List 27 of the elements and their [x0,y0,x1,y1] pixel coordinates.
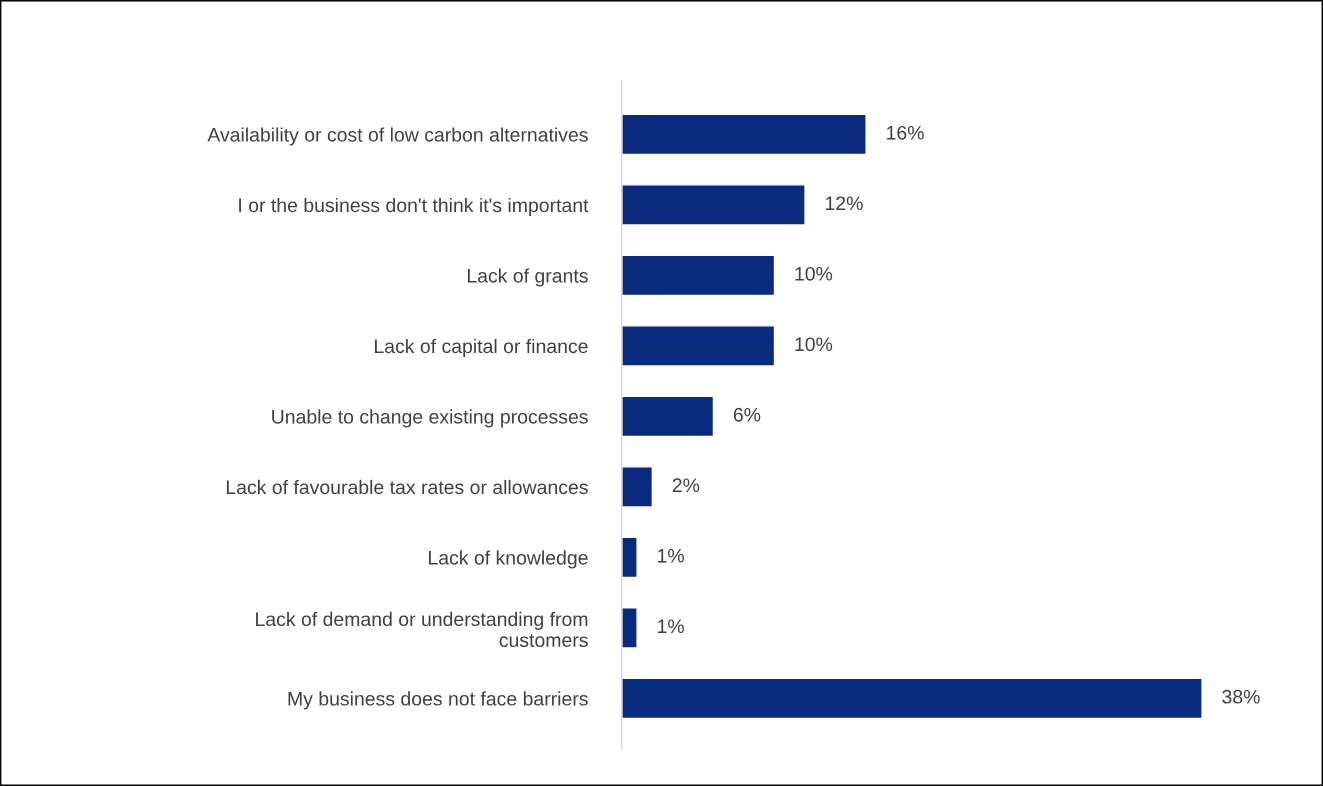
data-label: 1% [658,619,684,634]
bar [621,536,638,579]
y-tick-label: Lack of grants [467,268,588,287]
bar [621,395,715,438]
data-label: 6% [733,407,761,422]
y-tick-label: Lack of knowledge [429,550,588,569]
bar [621,607,638,649]
bar [621,677,1203,720]
bar [621,184,806,226]
bar [621,325,776,367]
data-label: 1% [658,548,684,563]
y-tick-label: Availability or cost of low carbon alternatives [207,127,588,146]
y-tick-label: Lack of favourable tax rates or allowances [226,479,588,495]
data-label: 38% [1222,689,1260,704]
bar [621,254,776,297]
y-tick-label: Unable to change existing processes [272,409,588,428]
data-label: 10% [795,337,833,352]
y-tick-label: I or the business don't think it's important [239,197,589,217]
y-tick-label: Lack of demand or understanding from customers [256,611,588,648]
data-label: 16% [887,125,924,140]
bar [621,113,867,156]
y-tick-label: Lack of capital or finance [374,338,588,358]
data-label: 10% [795,266,833,281]
data-label: 2% [672,478,700,493]
bar [621,466,654,508]
y-tick-label: My business does not face barriers [288,691,588,710]
data-label: 12% [825,196,863,211]
